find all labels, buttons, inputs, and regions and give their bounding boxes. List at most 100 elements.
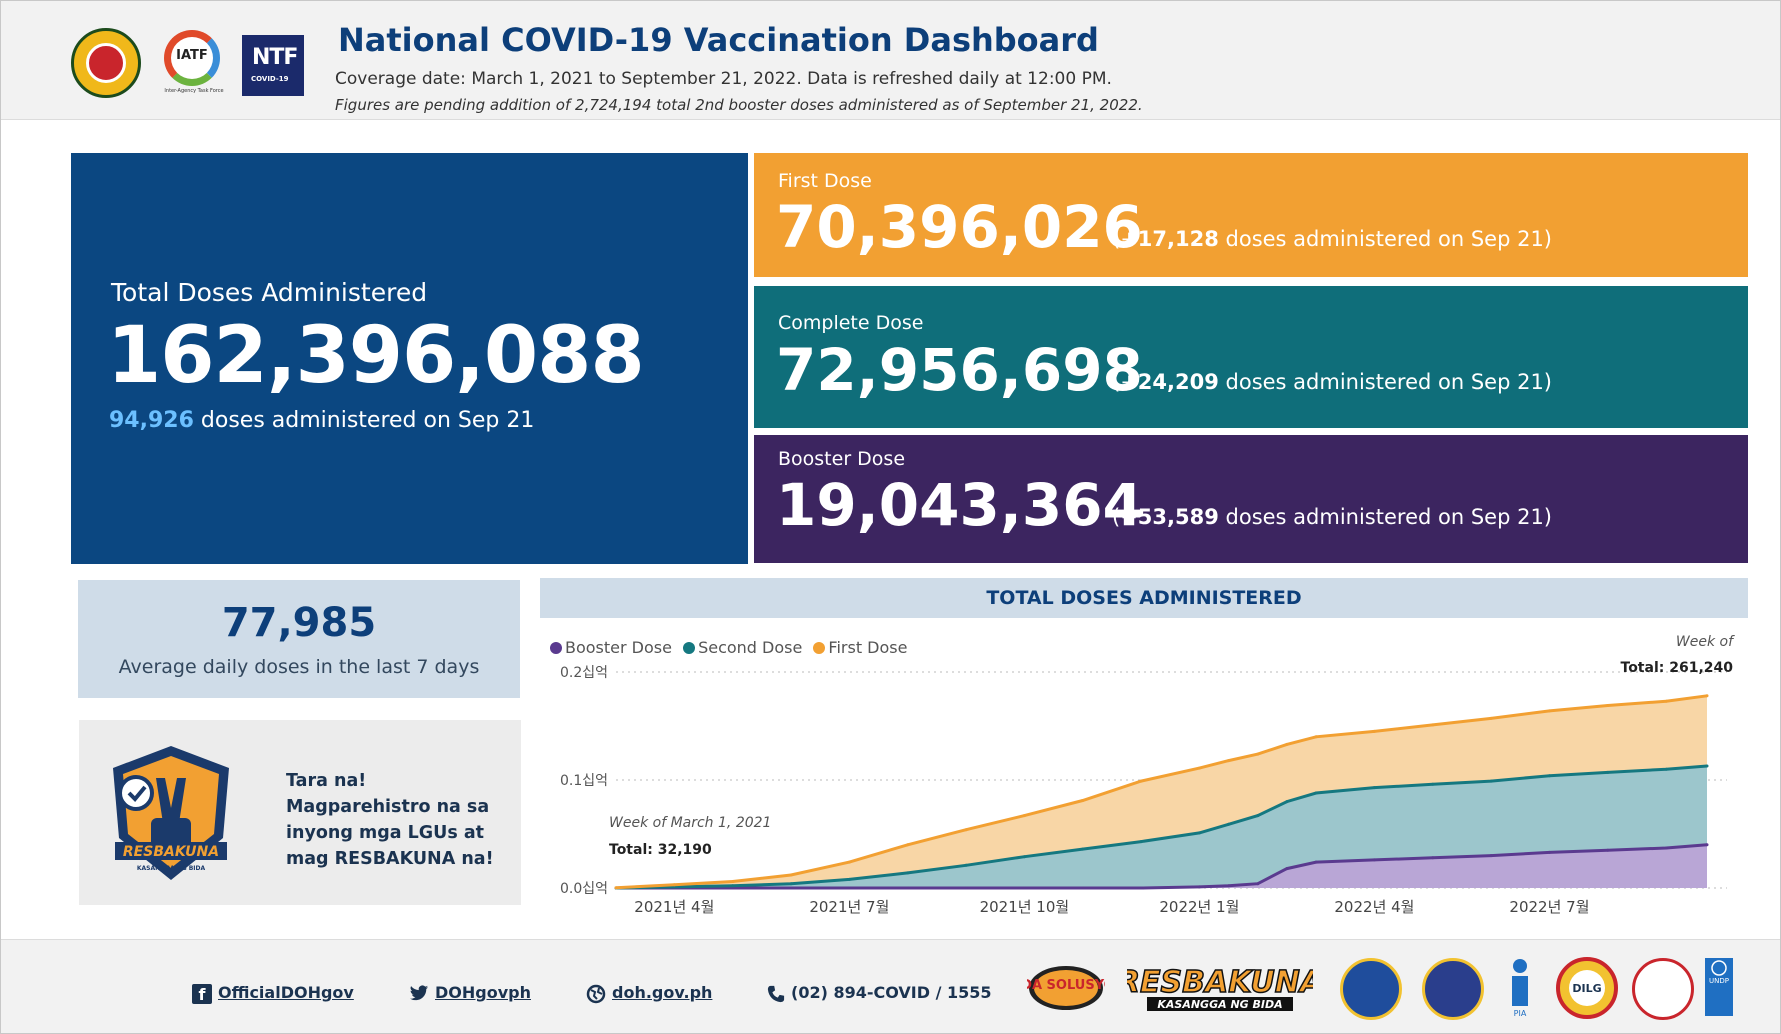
ntf-logo: NTF COVID-19 — [242, 35, 304, 96]
point-first-dose — [731, 880, 735, 883]
point-second-dose — [964, 863, 968, 867]
complete-dose-detail-prefix: (+ — [1112, 370, 1138, 394]
agency-seal-logo — [1632, 958, 1694, 1020]
twitter-link-text: DOHgovph — [435, 983, 531, 1002]
phone-contact[interactable]: (02) 894-COVID / 1555 — [767, 983, 992, 1003]
point-second-dose — [1197, 831, 1201, 835]
point-first-dose — [964, 828, 968, 832]
total-daily-suffix: doses administered on Sep 21 — [193, 408, 535, 433]
doses-area-chart[interactable]: 0.0십억 0.1십억 0.2십억 2021년 4월 2021년 7월 2021년 10월… — [540, 625, 1748, 920]
tooltip-latest-value: Total: 261,240 — [1620, 660, 1734, 676]
point-second-dose — [906, 871, 910, 875]
point-second-dose — [789, 882, 793, 886]
point-second-dose — [1548, 774, 1551, 778]
booster-dose-detail-suffix: doses administered on Sep 21) — [1218, 505, 1553, 529]
ntf-logo-text: NTF — [252, 45, 298, 70]
point-booster-dose — [1256, 882, 1260, 886]
phone-contact-text: (02) 894-COVID / 1555 — [791, 983, 992, 1002]
undp-logo-text: UNDP — [1709, 977, 1729, 985]
average-daily-card: 77,985 Average daily doses in the last 7… — [78, 580, 520, 698]
y-tick-label: 0.1십억 — [560, 773, 608, 789]
point-second-dose — [847, 877, 851, 881]
point-first-dose — [1372, 729, 1376, 733]
point-booster-dose — [1606, 848, 1610, 852]
point-booster-dose — [1314, 860, 1318, 864]
facebook-link[interactable]: f OfficialDOHgov — [192, 983, 354, 1004]
legend-second[interactable]: Second Dose — [683, 638, 802, 657]
point-second-dose — [1705, 764, 1709, 768]
point-first-dose — [1227, 759, 1231, 763]
chart-legend: Booster Dose Second Dose First Dose — [550, 638, 913, 657]
point-first-dose — [789, 873, 793, 877]
website-link[interactable]: doh.gov.ph — [586, 983, 712, 1004]
pcoo-seal-logo — [1340, 958, 1402, 1020]
complete-dose-card: Complete Dose 72,956,698 (+24,209 doses … — [754, 286, 1748, 428]
resbakuna-promo: RESBAKUNA KASANGGA NG BIDA Tara na! Magp… — [79, 720, 521, 905]
point-first-dose — [1081, 799, 1085, 802]
legend-booster[interactable]: Booster Dose — [550, 638, 672, 657]
facebook-link-text: OfficialDOHgov — [218, 983, 354, 1002]
point-booster-dose — [1197, 885, 1201, 889]
total-doses-label: Total Doses Administered — [111, 278, 428, 307]
complete-dose-value: 72,956,698 — [776, 336, 1143, 404]
booster-dose-detail-value: 53,589 — [1137, 505, 1219, 529]
coverage-date: Coverage date: March 1, 2021 to Septembe… — [335, 69, 1112, 89]
booster-dose-card: Booster Dose 19,043,364 (+53,589 doses a… — [754, 435, 1748, 563]
area-booster-dose — [616, 844, 1707, 888]
tooltip-latest-title: Week of — [1675, 634, 1733, 650]
point-first-dose — [1489, 716, 1493, 720]
point-first-dose — [1139, 779, 1143, 783]
phone-icon — [767, 985, 785, 1002]
point-second-dose — [1431, 782, 1435, 786]
point-second-dose — [1256, 814, 1260, 818]
website-link-text: doh.gov.ph — [612, 983, 713, 1002]
point-second-dose — [1022, 855, 1026, 859]
legend-booster-dot — [550, 641, 562, 654]
point-second-dose — [1489, 779, 1493, 783]
average-daily-label: Average daily doses in the last 7 days — [118, 656, 480, 678]
government-seal-logo — [1422, 958, 1484, 1020]
first-dose-detail: (+17,128 doses administered on Sep 21) — [1112, 227, 1552, 251]
area-first-dose — [616, 695, 1707, 888]
x-tick-label: 2021년 4월 — [634, 898, 714, 916]
point-booster-dose — [906, 886, 910, 890]
resbakuna-logo: RESBAKUNA KASANGGA NG BIDA — [1127, 964, 1313, 1011]
point-booster-dose — [1372, 858, 1376, 862]
first-dose-detail-value: 17,128 — [1137, 227, 1219, 251]
pia-logo-text: PIA — [1514, 1009, 1527, 1018]
first-dose-card: First Dose 70,396,026 (+17,128 doses adm… — [754, 153, 1748, 277]
y-tick-label: 0.0십억 — [560, 881, 608, 897]
point-second-dose — [1314, 791, 1318, 795]
x-tick-label: 2022년 1월 — [1159, 898, 1239, 916]
point-second-dose — [1606, 770, 1610, 774]
twitter-icon — [409, 985, 429, 1001]
point-booster-dose — [1548, 850, 1551, 854]
legend-second-label: Second Dose — [698, 638, 803, 657]
point-first-dose — [906, 843, 910, 847]
iatf-logo-subtext: Inter-Agency Task Force — [164, 88, 224, 94]
pending-note: Figures are pending addition of 2,724,19… — [335, 96, 1143, 114]
legend-first[interactable]: First Dose — [813, 638, 907, 657]
point-booster-dose — [789, 886, 793, 890]
point-first-dose — [1314, 735, 1318, 739]
iatf-logo-text: IATF — [176, 48, 208, 63]
legend-booster-label: Booster Dose — [565, 638, 672, 657]
legend-first-label: First Dose — [828, 638, 908, 657]
complete-dose-detail-suffix: doses administered on Sep 21) — [1218, 370, 1553, 394]
x-tick-label: 2022년 7월 — [1509, 898, 1589, 916]
point-second-dose — [1285, 800, 1289, 804]
point-booster-dose — [1285, 867, 1289, 871]
undp-logo: UNDP — [1705, 958, 1733, 1016]
iatf-logo: IATF Inter-Agency Task Force — [159, 28, 229, 98]
twitter-link[interactable]: DOHgovph — [409, 983, 531, 1002]
complete-dose-label: Complete Dose — [778, 312, 924, 334]
point-first-dose — [847, 860, 851, 864]
point-booster-dose — [964, 886, 968, 890]
dilg-logo: DILG — [1556, 957, 1618, 1019]
point-first-dose — [1664, 699, 1668, 703]
footer: f OfficialDOHgov DOHgovph doh.gov.ph (02)… — [1, 939, 1780, 1033]
total-daily-value: 94,926 — [109, 408, 194, 433]
point-booster-dose — [1489, 854, 1493, 858]
facebook-icon: f — [192, 983, 212, 1004]
tooltip-first-week-title: Week of March 1, 2021 — [609, 815, 772, 831]
